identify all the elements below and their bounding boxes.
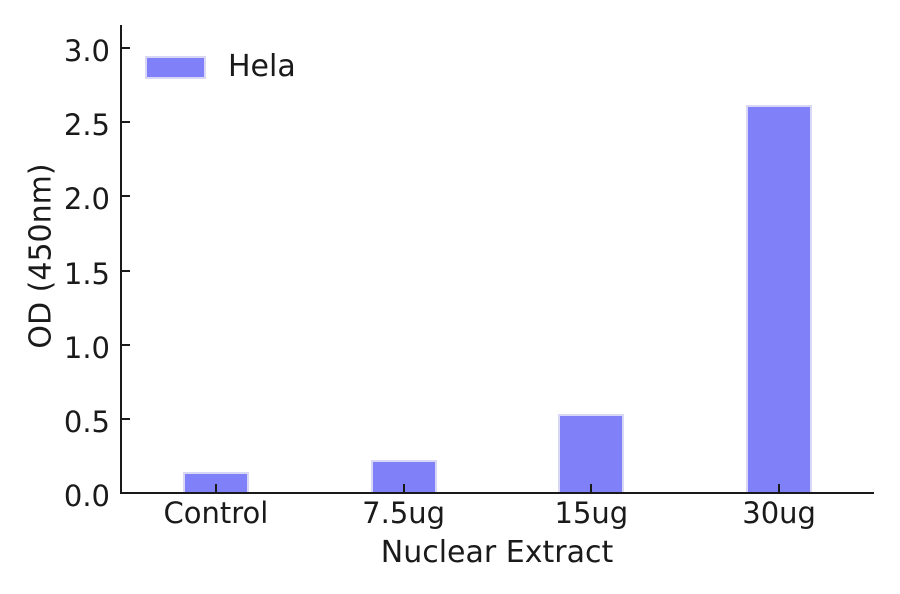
y-tick-label-1.0: 1.0 — [63, 330, 110, 365]
y-tick-label-2.0: 2.0 — [63, 182, 110, 217]
legend: Hela — [145, 52, 296, 82]
x-axis-line — [120, 492, 874, 494]
y-tick-label-0.0: 0.0 — [63, 479, 110, 513]
y-tick-mark-1.5 — [122, 269, 130, 272]
x-tick-mark-15ug — [590, 484, 593, 492]
x-axis-title: Nuclear Extract — [380, 535, 614, 570]
x-tick-label-7.5ug: 7.5ug — [362, 496, 446, 530]
y-tick-mark-1.0 — [122, 343, 130, 346]
y-tick-mark-2.5 — [122, 121, 130, 124]
y-tick-mark-0.5 — [122, 417, 130, 420]
y-tick-label-0.5: 0.5 — [63, 404, 110, 439]
x-tick-label-Control: Control — [163, 496, 269, 530]
x-tick-label-15ug: 15ug — [554, 496, 629, 530]
y-axis-title: OD (450nm) — [23, 163, 59, 349]
x-tick-label-30ug: 30ug — [742, 496, 816, 530]
bar-15ug — [558, 414, 625, 492]
y-tick-mark-2.0 — [122, 195, 130, 198]
legend-swatch-hela — [145, 55, 206, 79]
bar-30ug — [746, 104, 813, 492]
bar-Control — [182, 472, 249, 492]
x-tick-mark-Control — [214, 484, 217, 492]
legend-label-hela: Hela — [228, 49, 296, 84]
x-tick-mark-7.5ug — [402, 484, 405, 492]
y-tick-mark-3.0 — [122, 47, 130, 50]
y-tick-label-2.5: 2.5 — [63, 108, 110, 143]
x-tick-mark-30ug — [778, 484, 781, 492]
y-tick-label-1.5: 1.5 — [63, 256, 110, 291]
y-tick-label-3.0: 3.0 — [63, 34, 110, 69]
y-axis-line — [120, 25, 122, 494]
